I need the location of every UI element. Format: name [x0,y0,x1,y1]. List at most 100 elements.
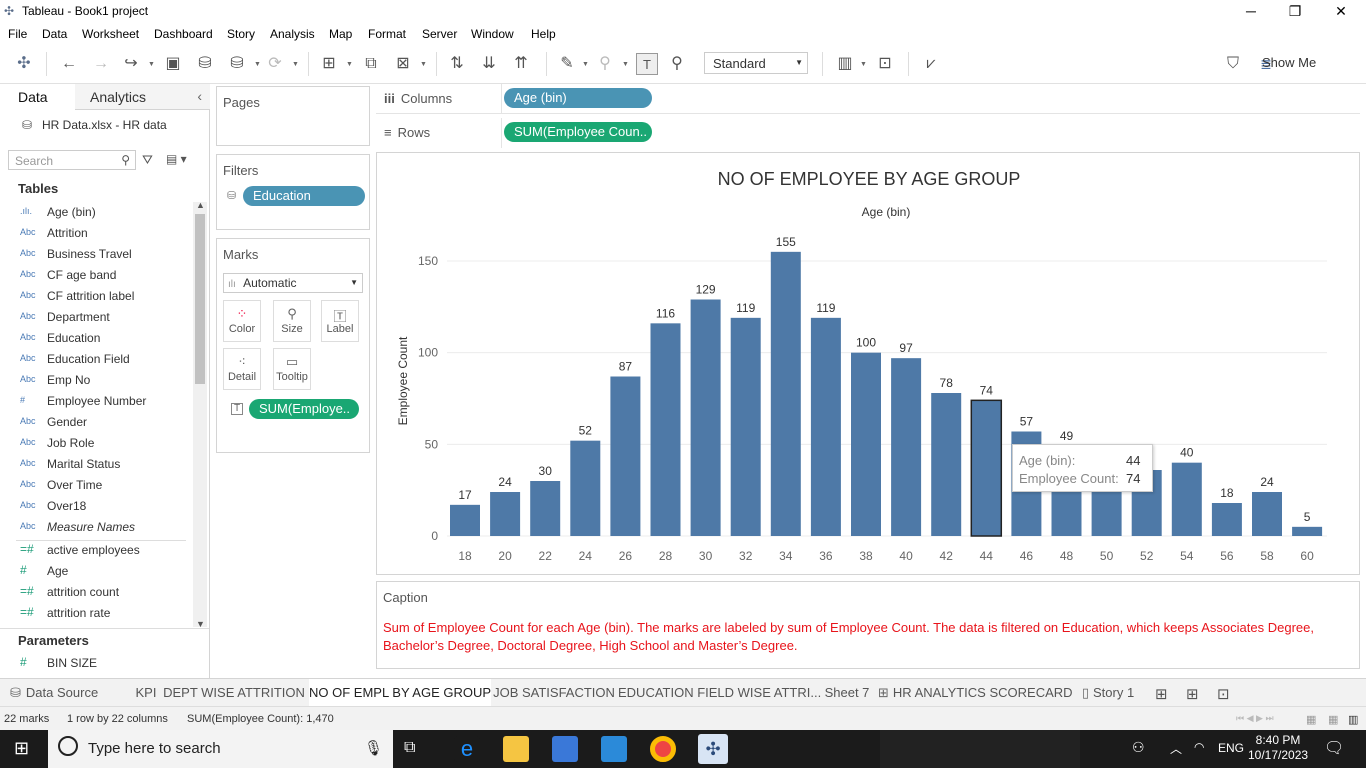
bar[interactable] [650,323,681,536]
edge-icon[interactable]: e [454,736,480,762]
tray-chevron-icon[interactable]: ︿ [1170,742,1183,756]
chevron-down-icon[interactable]: ▼ [254,61,261,68]
menu-worksheet[interactable]: Worksheet [82,27,140,41]
fix-axes-icon[interactable]: ⚲ [671,55,683,72]
new-dashboard-icon[interactable]: ⊞ [1186,686,1199,703]
tableau-home-icon[interactable]: ✣ [17,55,31,72]
tab-no-of-empl-by-age-group[interactable]: NO OF EMPL BY AGE GROUP [309,679,491,706]
tableau-taskbar-icon[interactable]: ✣ [698,734,728,764]
field-item[interactable]: Abc Job Role [0,433,192,454]
minimize-button[interactable]: ─ [1246,3,1256,19]
duplicate-sheet-icon[interactable]: ⧉ [365,55,377,72]
tabs-view-icon[interactable]: ▥ [1348,714,1359,726]
field-item[interactable]: # Employee Number [0,391,192,412]
filter-icon[interactable]: ⛛ [142,152,153,167]
sort-descending-icon[interactable]: ⇈ [514,55,528,72]
menu-data[interactable]: Data [42,27,68,41]
tab-kpi[interactable]: KPI [130,679,162,706]
new-worksheet-icon[interactable]: ⊞ [1155,686,1168,703]
chevron-down-icon[interactable]: ▼ [346,61,353,68]
menu-story[interactable]: Story [227,27,256,41]
bar[interactable] [1171,462,1202,536]
bar-chart[interactable]: NO OF EMPLOYEE BY AGE GROUP Age (bin) Em… [377,153,1359,574]
restore-button[interactable]: ❐ [1288,3,1302,19]
chevron-down-icon[interactable]: ▼ [292,61,299,68]
tab-hr-analytics-scorecard[interactable]: ⊞ HR ANALYTICS SCORECARD [878,679,1073,706]
field-item[interactable]: Abc Gender [0,412,192,433]
bar[interactable] [931,393,962,536]
format-painter-icon[interactable]: ⛉ [1226,55,1239,72]
chevron-down-icon[interactable]: ▼ [582,61,589,68]
tooltip-button[interactable]: ▭ Tooltip [273,348,311,390]
field-list-scrollbar[interactable]: ▲ ▼ [193,200,207,629]
chrome-icon[interactable] [650,736,676,762]
datasource-name[interactable]: HR Data.xlsx - HR data [42,118,167,132]
menu-format[interactable]: Format [368,27,407,41]
worksheet-view[interactable]: NO OF EMPLOYEE BY AGE GROUP Age (bin) Em… [376,152,1360,575]
field-item[interactable]: # Age [0,561,192,582]
bar[interactable] [810,317,841,536]
menu-window[interactable]: Window [471,27,514,41]
swap-rows-columns-icon[interactable]: ⇅ [450,55,464,72]
field-item[interactable]: Abc Education [0,328,192,349]
filters-card[interactable]: Filters ⛁ Education [216,154,370,230]
menu-help[interactable]: Help [531,27,556,41]
field-item[interactable]: Abc Measure Names [0,517,192,538]
scroll-up-icon[interactable]: ▲ [196,200,205,210]
tab-sheet-7[interactable]: Sheet 7 [818,679,876,706]
tab-job-satisfaction[interactable]: JOB SATISFACTION [492,679,616,706]
wifi-icon[interactable]: ◠ [1194,740,1205,754]
bar[interactable] [490,492,521,536]
save-icon[interactable]: ▣ [165,55,181,72]
field-item[interactable]: Abc Emp No [0,370,192,391]
bar[interactable] [690,299,721,537]
show-me-button[interactable]: Show Me [1262,55,1317,70]
taskbar-clock[interactable]: 8:40 PM 10/17/2023 [1248,733,1308,763]
color-button[interactable]: ⁘ Color [223,300,261,342]
redo-icon[interactable]: → [93,55,109,72]
field-item[interactable]: Abc Education Field [0,349,192,370]
rows-shelf[interactable]: ≡ Rows SUM(Employee Coun.. [376,118,1360,148]
bar[interactable] [851,352,881,536]
rows-pill-sum-employee-count[interactable]: SUM(Employee Coun.. [504,122,652,142]
field-item[interactable]: Abc CF age band [0,265,192,286]
bar[interactable] [1211,503,1242,536]
undo-icon[interactable]: ← [61,55,77,72]
field-item[interactable]: Abc Department [0,307,192,328]
sheet-navigation-icon[interactable]: ⏮ ◀ ▶ ⏭ [1236,713,1274,723]
size-button[interactable]: ⚲ Size [273,300,311,342]
show-cards-icon[interactable]: ▥ [837,55,853,72]
pages-card[interactable]: Pages [216,86,370,146]
columns-shelf[interactable]: iii Columns Age (bin) [376,84,1360,114]
collapse-pane-icon[interactable]: ‹ [197,88,202,104]
people-icon[interactable]: ⚇ [1132,739,1145,755]
scroll-down-icon[interactable]: ▼ [196,619,205,629]
field-item[interactable]: .ılı. Age (bin) [0,202,192,223]
store-icon[interactable] [552,736,578,762]
taskbar-search-box[interactable]: Type here to search 🎙 [48,730,393,768]
bar[interactable] [891,358,922,536]
menu-analysis[interactable]: Analysis [270,27,315,41]
field-item[interactable]: Abc Marital Status [0,454,192,475]
replay-icon[interactable]: ↪ [124,55,138,72]
mail-icon[interactable] [601,736,627,762]
chevron-down-icon[interactable]: ▼ [148,61,155,68]
columns-pill-age-bin[interactable]: Age (bin) [504,88,652,108]
close-window-button[interactable]: ✕ [1335,3,1347,19]
fit-dropdown[interactable]: Standard ▼ [704,52,808,74]
view-options-icon[interactable]: ▤ ▾ [166,152,187,166]
menu-file[interactable]: File [8,27,28,41]
detail-button[interactable]: ⁖ Detail [223,348,261,390]
tab-data[interactable]: Data [0,84,75,110]
scrollbar-thumb[interactable] [195,214,205,384]
bar[interactable] [530,481,561,536]
filmstrip-icon[interactable]: ▦ [1328,714,1339,726]
chevron-down-icon[interactable]: ▼ [860,61,867,68]
bar[interactable] [970,399,1003,537]
bar[interactable] [770,251,801,536]
windows-start-icon[interactable]: ⊞ [14,738,30,758]
refresh-icon[interactable]: ⟳ [268,55,282,72]
show-me-icon[interactable]: ≣ [1260,56,1272,72]
presentation-mode-icon[interactable]: ⊡ [878,55,892,72]
group-members-icon[interactable]: ⚲ [599,55,611,72]
